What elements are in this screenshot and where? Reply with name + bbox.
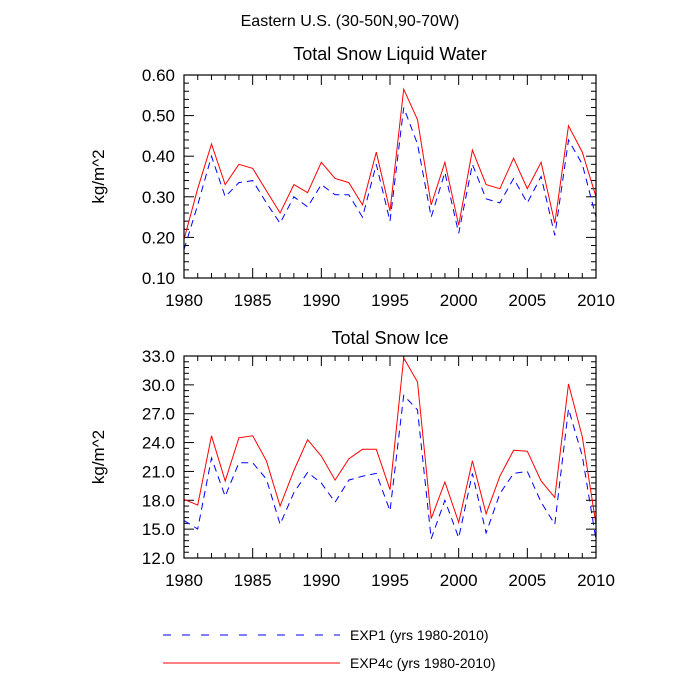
x-tick-label: 1985 [234,291,272,310]
y-axis-label: kg/m^2 [89,149,108,203]
panel-title: Total Snow Ice [331,328,448,348]
x-tick-label: 2000 [440,291,478,310]
x-tick-label: 1990 [302,571,340,590]
x-tick-label: 2005 [508,291,546,310]
x-tick-label: 2010 [577,571,615,590]
y-tick-label: 0.40 [142,147,175,166]
y-tick-label: 21.0 [142,462,175,481]
series-line-exp4c [184,87,596,240]
y-tick-label: 0.50 [142,107,175,126]
x-tick-label: 1980 [165,291,203,310]
y-tick-label: 30.0 [142,376,175,395]
legend: EXP1 (yrs 1980-2010) EXP4c (yrs 1980-201… [163,627,496,671]
series-line-exp1 [184,107,596,250]
legend-label-exp1: EXP1 (yrs 1980-2010) [350,627,489,643]
x-tick-label: 1980 [165,571,203,590]
x-tick-label: 1985 [234,571,272,590]
y-tick-label: 15.0 [142,520,175,539]
x-tick-label: 2005 [508,571,546,590]
panel-title: Total Snow Liquid Water [293,44,486,64]
series-line-exp1 [184,394,596,540]
y-tick-label: 33.0 [142,347,175,366]
y-tick-label: 12.0 [142,549,175,568]
x-tick-label: 1995 [371,571,409,590]
x-tick-label: 2010 [577,291,615,310]
x-tick-label: 1990 [302,291,340,310]
y-tick-label: 18.0 [142,491,175,510]
y-tick-label: 27.0 [142,405,175,424]
y-tick-label: 0.60 [142,66,175,85]
figure-main-title: Eastern U.S. (30-50N,90-70W) [241,13,460,30]
plot-frame [183,74,597,279]
series-line-exp4c [184,356,596,525]
x-tick-label: 1995 [371,291,409,310]
plot-frame [183,355,597,559]
y-tick-label: 0.10 [142,269,175,288]
panel-snow-liquid-water: Total Snow Liquid Water kg/m^2 1980 1985 199… [89,44,615,310]
legend-label-exp4c: EXP4c (yrs 1980-2010) [350,655,496,671]
y-tick-label: 24.0 [142,434,175,453]
y-tick-label: 0.20 [142,228,175,247]
y-axis-label: kg/m^2 [89,430,108,484]
y-tick-label: 0.30 [142,188,175,207]
x-tick-label: 2000 [440,571,478,590]
panel-snow-ice: Total Snow Ice kg/m^2 1980 1985 1990 1995 2000… [89,328,615,590]
